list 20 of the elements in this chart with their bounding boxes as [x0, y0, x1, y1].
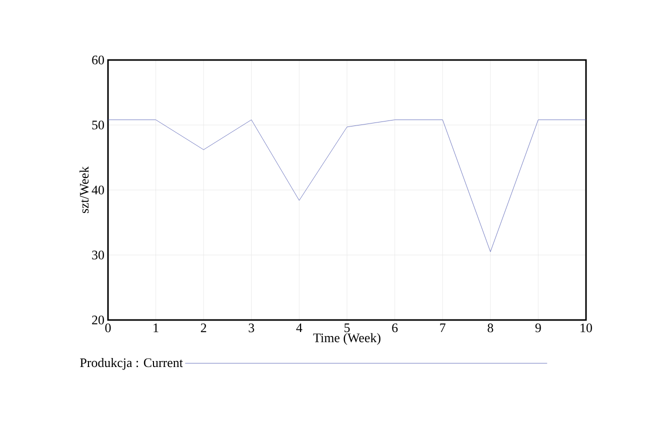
x-tick-label: 2 — [200, 324, 206, 332]
x-tick-label: 9 — [535, 324, 541, 332]
text: Produkcja : Current — [80, 358, 183, 370]
x-tick-label: 8 — [488, 324, 494, 332]
x-axis-title: Time (Week) — [313, 333, 380, 345]
y-tick-label: 30 — [92, 250, 104, 260]
x-tick-label: 10 — [580, 324, 592, 332]
x-tick-label: 6 — [392, 324, 398, 332]
x-tick-label: 0 — [105, 324, 111, 332]
y-tick-label: 40 — [92, 186, 104, 194]
x-tick-label: 7 — [440, 324, 446, 332]
y-tick-label: 20 — [92, 316, 104, 324]
x-tick-label: 3 — [248, 324, 254, 332]
x-tick-label: 1 — [154, 324, 158, 332]
x-tick-label: 4 — [296, 324, 302, 332]
line-series — [108, 120, 586, 252]
x-tick-label: 5 — [344, 324, 350, 332]
y-tick-label: 50 — [92, 120, 104, 130]
y-tick-label: 60 — [92, 56, 104, 64]
y-axis-title: szt/Week — [79, 166, 89, 214]
